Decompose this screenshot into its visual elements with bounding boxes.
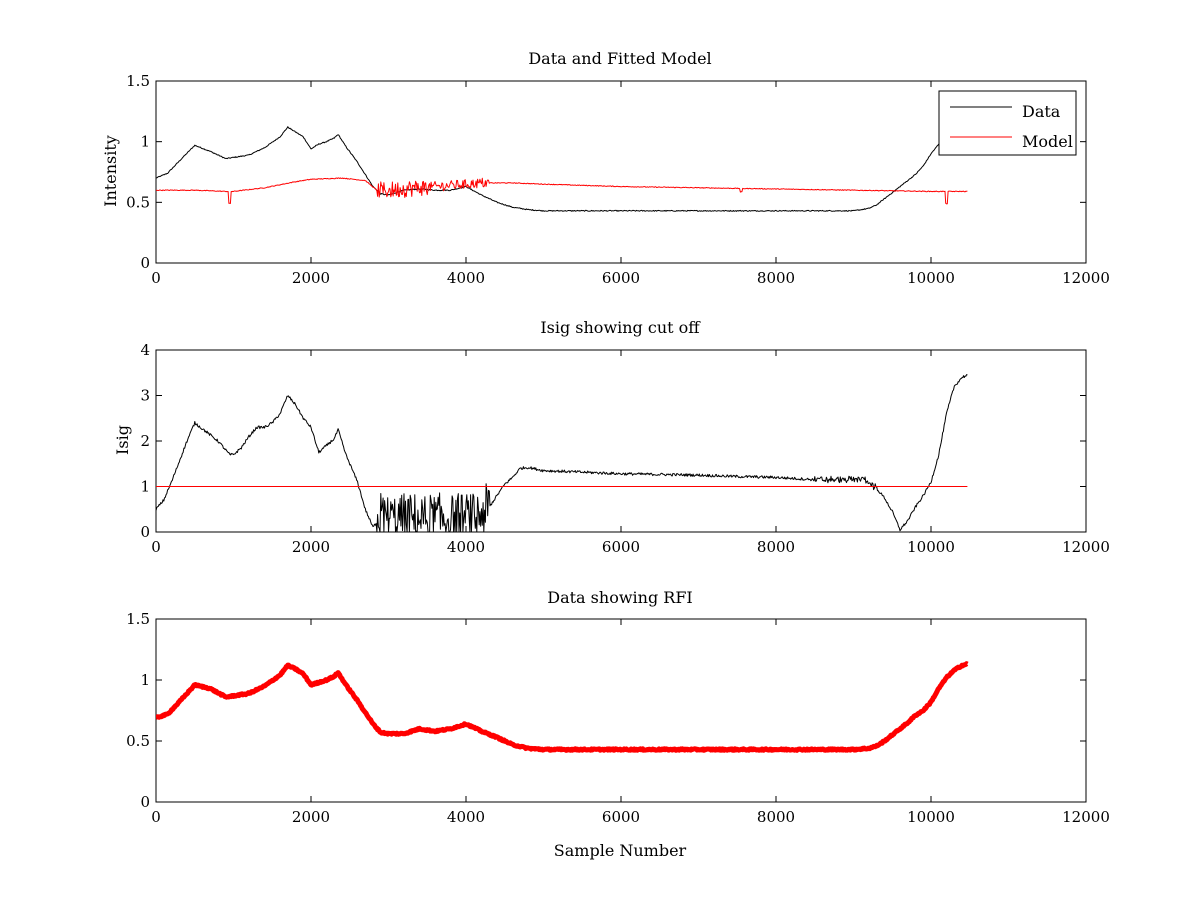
x-tick-label: 4000 xyxy=(447,269,485,287)
x-tick-label: 0 xyxy=(151,538,161,556)
x-tick-label: 8000 xyxy=(757,269,795,287)
x-tick-label: 6000 xyxy=(602,538,640,556)
series-line-intensity-model xyxy=(156,177,968,205)
x-tick-label: 6000 xyxy=(602,269,640,287)
legend-box xyxy=(938,90,1077,156)
y-tick-label: 0.5 xyxy=(126,193,150,211)
legend-label-model: Model xyxy=(1022,132,1073,151)
panel-intensity: Data and Fitted Model Intensity 0 2000 400… xyxy=(101,49,1110,287)
y-tick-label: 1 xyxy=(140,671,150,689)
y-tick-label: 1 xyxy=(140,478,150,496)
x-tick-label: 6000 xyxy=(602,808,640,826)
panel-rfi: Data showing RFI Sample Number 0 2000 4000… xyxy=(126,588,1110,860)
y-tick-label: 0 xyxy=(140,793,150,811)
y-tick-label: 3 xyxy=(140,387,150,405)
y-tick-label: 1 xyxy=(140,133,150,151)
y-tick-label: 1.5 xyxy=(126,72,150,90)
y-tick-label: 2 xyxy=(140,432,150,450)
series-line-isig-series-0 xyxy=(156,374,968,532)
x-tick-label: 10000 xyxy=(907,538,955,556)
x-tick-label: 4000 xyxy=(447,808,485,826)
x-tick-label: 12000 xyxy=(1062,269,1110,287)
x-tick-label: 10000 xyxy=(907,808,955,826)
x-tick-label: 12000 xyxy=(1062,808,1110,826)
axes-frame-rfi xyxy=(155,618,1087,803)
panel-isig: Isig showing cut off Isig 0 2000 4000 6000 8… xyxy=(113,318,1110,556)
legend-label-data: Data xyxy=(1022,102,1061,121)
x-tick-label: 2000 xyxy=(292,808,330,826)
x-tick-label: 0 xyxy=(151,269,161,287)
y-tick-label: 0 xyxy=(140,254,150,272)
axes-frame-isig xyxy=(155,349,1087,533)
axes-frame-intensity xyxy=(155,80,1087,264)
series-line-rfi-series-0 xyxy=(156,661,970,753)
y-axis-label-intensity: Intensity xyxy=(101,135,120,207)
x-tick-label: 10000 xyxy=(907,269,955,287)
title-isig-showing-cut-off: Isig showing cut off xyxy=(540,318,701,337)
x-tick-label: 2000 xyxy=(292,538,330,556)
legend: Data Model xyxy=(938,90,1077,156)
x-axis-label-sample-number: Sample Number xyxy=(554,841,687,860)
y-tick-label: 4 xyxy=(140,341,150,359)
title-data-and-fitted-model: Data and Fitted Model xyxy=(528,49,711,68)
x-tick-label: 8000 xyxy=(757,808,795,826)
x-tick-label: 0 xyxy=(151,808,161,826)
title-data-showing-rfi: Data showing RFI xyxy=(547,588,692,607)
y-tick-label: 1.5 xyxy=(126,610,150,628)
series-line-intensity-data xyxy=(156,126,940,212)
x-tick-label: 4000 xyxy=(447,538,485,556)
y-tick-label: 0 xyxy=(140,523,150,541)
y-tick-label: 0.5 xyxy=(126,732,150,750)
x-tick-label: 8000 xyxy=(757,538,795,556)
x-tick-label: 2000 xyxy=(292,269,330,287)
x-tick-label: 12000 xyxy=(1062,538,1110,556)
y-axis-label-isig: Isig xyxy=(113,425,132,455)
